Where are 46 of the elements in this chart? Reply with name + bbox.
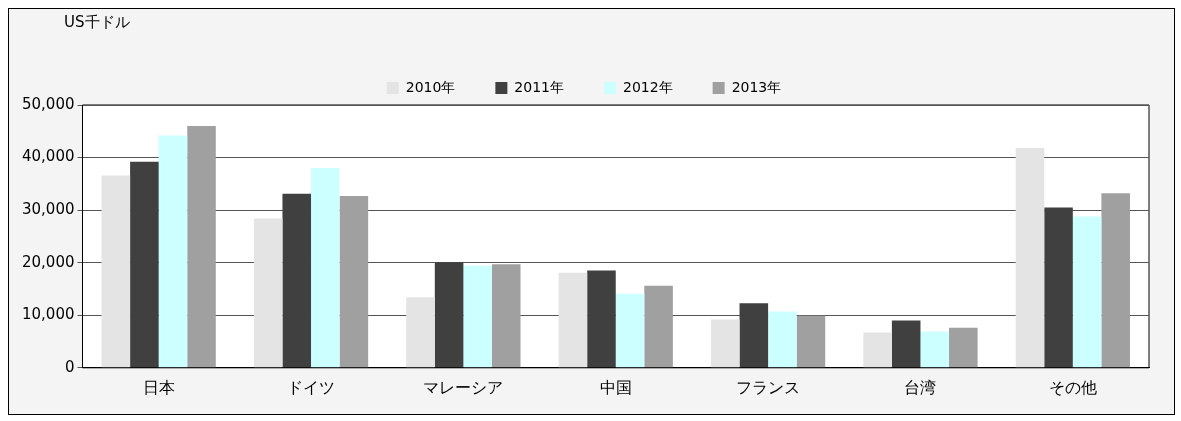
x-tick-label: フランス: [736, 377, 801, 397]
y-tick-label: 30,000: [21, 200, 75, 219]
bar: [130, 161, 159, 368]
bar: [187, 126, 216, 368]
bar: [1072, 216, 1102, 368]
bar: [768, 311, 797, 368]
bar: [710, 319, 740, 368]
bar: [1015, 148, 1045, 368]
y-tick-label: 0: [64, 357, 75, 376]
bar: [796, 315, 826, 368]
bar: [339, 195, 369, 368]
bar: [158, 135, 188, 368]
y-axis-title: US千ドル: [64, 13, 130, 32]
legend-label: 2011年: [514, 78, 565, 95]
bar: [101, 175, 131, 368]
y-tick-label: 20,000: [21, 252, 75, 271]
x-tick-label: 中国: [599, 377, 632, 397]
bar: [253, 218, 283, 368]
bar: [587, 270, 616, 368]
x-tick-label: ドイツ: [287, 377, 336, 397]
x-tick-label: マレーシア: [423, 377, 504, 397]
bar: [1044, 207, 1073, 368]
bar: [949, 327, 978, 368]
bar: [558, 272, 588, 368]
x-tick-label: 台湾: [904, 377, 937, 397]
bar: [282, 193, 312, 368]
x-tick-label: 日本: [142, 377, 175, 397]
bar: [863, 332, 892, 368]
legend-label: 2013年: [731, 78, 782, 95]
y-tick-label: 50,000: [21, 94, 75, 113]
y-tick-label: 40,000: [21, 147, 75, 166]
bar: [463, 265, 492, 368]
y-tick-label: 10,000: [21, 305, 75, 324]
bar: [920, 331, 950, 368]
x-tick-label: その他: [1048, 377, 1097, 397]
bar: [644, 285, 673, 368]
legend-label: 2012年: [623, 78, 673, 95]
legend-label: 2010年: [405, 78, 456, 95]
bar: [491, 264, 521, 368]
bar: [615, 293, 645, 368]
bar: [739, 303, 769, 368]
bar: [434, 262, 464, 368]
bar: [311, 168, 340, 368]
bar: [406, 297, 435, 368]
bar: [1101, 193, 1130, 368]
bar: [891, 320, 921, 368]
